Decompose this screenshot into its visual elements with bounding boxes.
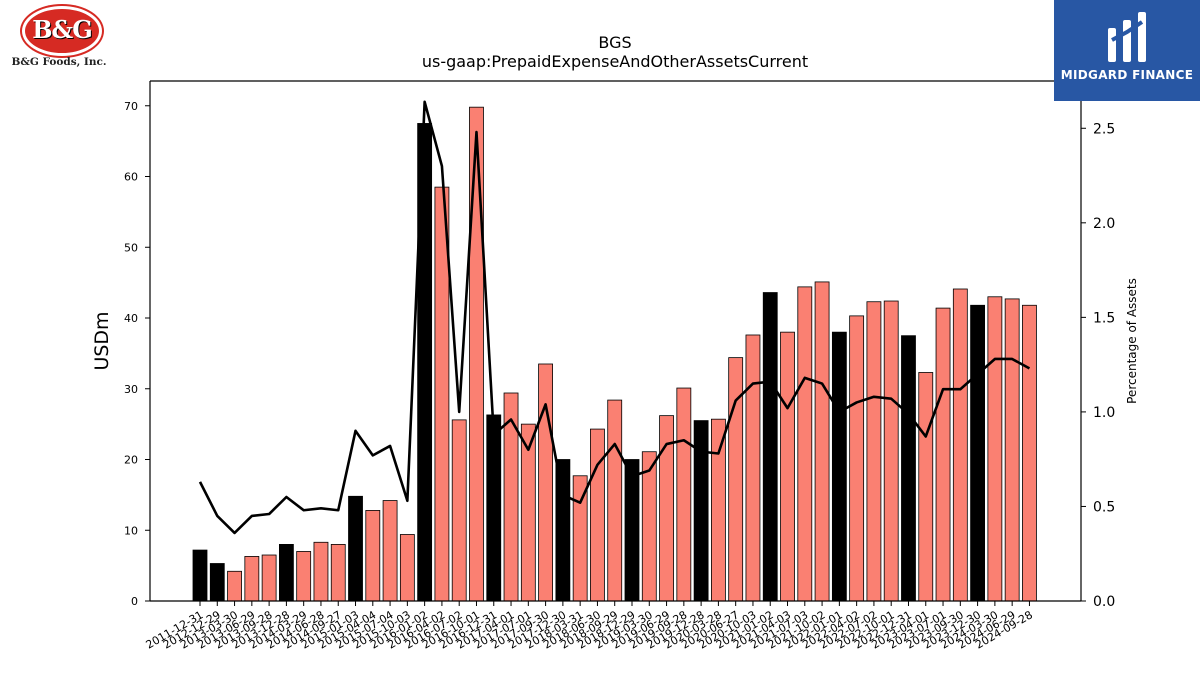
bar-2015-04-04 <box>365 510 381 602</box>
y-tick-label: 10 <box>124 524 138 537</box>
y2-tick-label: 2.5 <box>1093 121 1115 137</box>
bar-2019-03-30 <box>641 451 657 602</box>
y2-tick-label: 0.5 <box>1093 499 1115 515</box>
bar-2024-06-29 <box>1004 298 1020 602</box>
bar-2022-12-31 <box>901 335 916 602</box>
y2-tick-label: 1.0 <box>1093 405 1115 421</box>
bar-2017-09-30 <box>538 363 553 602</box>
bar-2022-07-02 <box>866 301 882 602</box>
bar-2022-01-01 <box>831 331 847 602</box>
bar-2023-12-30 <box>970 304 985 602</box>
y2-tick-label: 0.0 <box>1093 594 1115 610</box>
bar-2014-06-28 <box>313 541 329 602</box>
bar-2016-12-31 <box>486 414 502 602</box>
percentage-of-assets-line <box>198 100 1031 535</box>
bar-2017-12-30 <box>555 459 571 602</box>
bar-2013-06-29 <box>244 556 260 602</box>
bar-2021-01-02 <box>762 292 778 602</box>
bar-2015-10-03 <box>399 534 415 602</box>
bar-2013-12-28 <box>278 544 294 602</box>
y-tick-label: 30 <box>124 383 138 396</box>
bar-2020-03-28 <box>711 418 726 602</box>
y-axis-label: USDm <box>91 311 113 370</box>
axes: 0102030405060700.00.51.01.52.02.52011-12… <box>124 80 1115 652</box>
bar-2014-09-27 <box>330 544 346 602</box>
midgard-mark-icon <box>1108 12 1146 62</box>
y-tick-label: 20 <box>124 454 138 467</box>
bar-2021-04-03 <box>780 331 795 602</box>
bar-2018-06-30 <box>590 428 605 602</box>
y-tick-label: 50 <box>124 241 138 254</box>
chart-title: BGS <box>598 33 632 52</box>
bg-badge: B&G <box>22 6 102 56</box>
bar-2021-07-03 <box>797 286 813 602</box>
bar-2013-09-28 <box>261 554 277 602</box>
y-tick-label: 0 <box>131 595 138 608</box>
bar-2016-07-02 <box>451 419 467 602</box>
company-name: B&G Foods, Inc. <box>11 56 107 68</box>
bar-2023-09-30 <box>952 288 968 602</box>
bar-2015-01-03 <box>348 495 363 602</box>
y-tick-label: 70 <box>124 100 138 113</box>
bg-foods-logo: B&G B&G Foods, Inc. <box>8 4 118 70</box>
bar-2015-07-04 <box>382 500 398 602</box>
bar-2023-04-01 <box>918 372 934 602</box>
y2-axis-label: Percentage of Assets <box>1125 278 1139 404</box>
bar-2022-10-01 <box>883 300 899 602</box>
bar-2016-10-01 <box>469 106 484 602</box>
bar-2021-10-02 <box>814 281 830 602</box>
bar-2023-07-01 <box>935 307 951 602</box>
bg-badge-text: B&G <box>32 15 92 44</box>
bar-2012-12-29 <box>209 563 225 602</box>
y2-tick-label: 2.0 <box>1093 216 1115 232</box>
bar-2020-10-03 <box>745 334 761 602</box>
midgard-finance-logo: MIDGARD FINANCE <box>1054 0 1200 101</box>
bar-2011-12-31 <box>192 549 208 602</box>
bar-2024-03-30 <box>987 296 1003 602</box>
bar-2022-04-02 <box>849 315 865 602</box>
bar-2018-09-29 <box>607 399 623 602</box>
y2-tick-label: 1.5 <box>1093 310 1115 326</box>
bar-2014-03-29 <box>296 551 312 602</box>
ratio-line <box>198 100 1031 535</box>
bar-2013-03-30 <box>227 570 242 602</box>
bar-2019-09-28 <box>676 387 692 602</box>
bar-2018-12-29 <box>624 459 640 602</box>
y-tick-label: 60 <box>124 171 138 184</box>
y-tick-label: 40 <box>124 312 138 325</box>
chart-subtitle: us-gaap:PrepaidExpenseAndOtherAssetsCurr… <box>421 52 809 71</box>
midgard-brand-text: MIDGARD FINANCE <box>1060 68 1194 82</box>
bar-2024-09-28 <box>1022 304 1037 602</box>
